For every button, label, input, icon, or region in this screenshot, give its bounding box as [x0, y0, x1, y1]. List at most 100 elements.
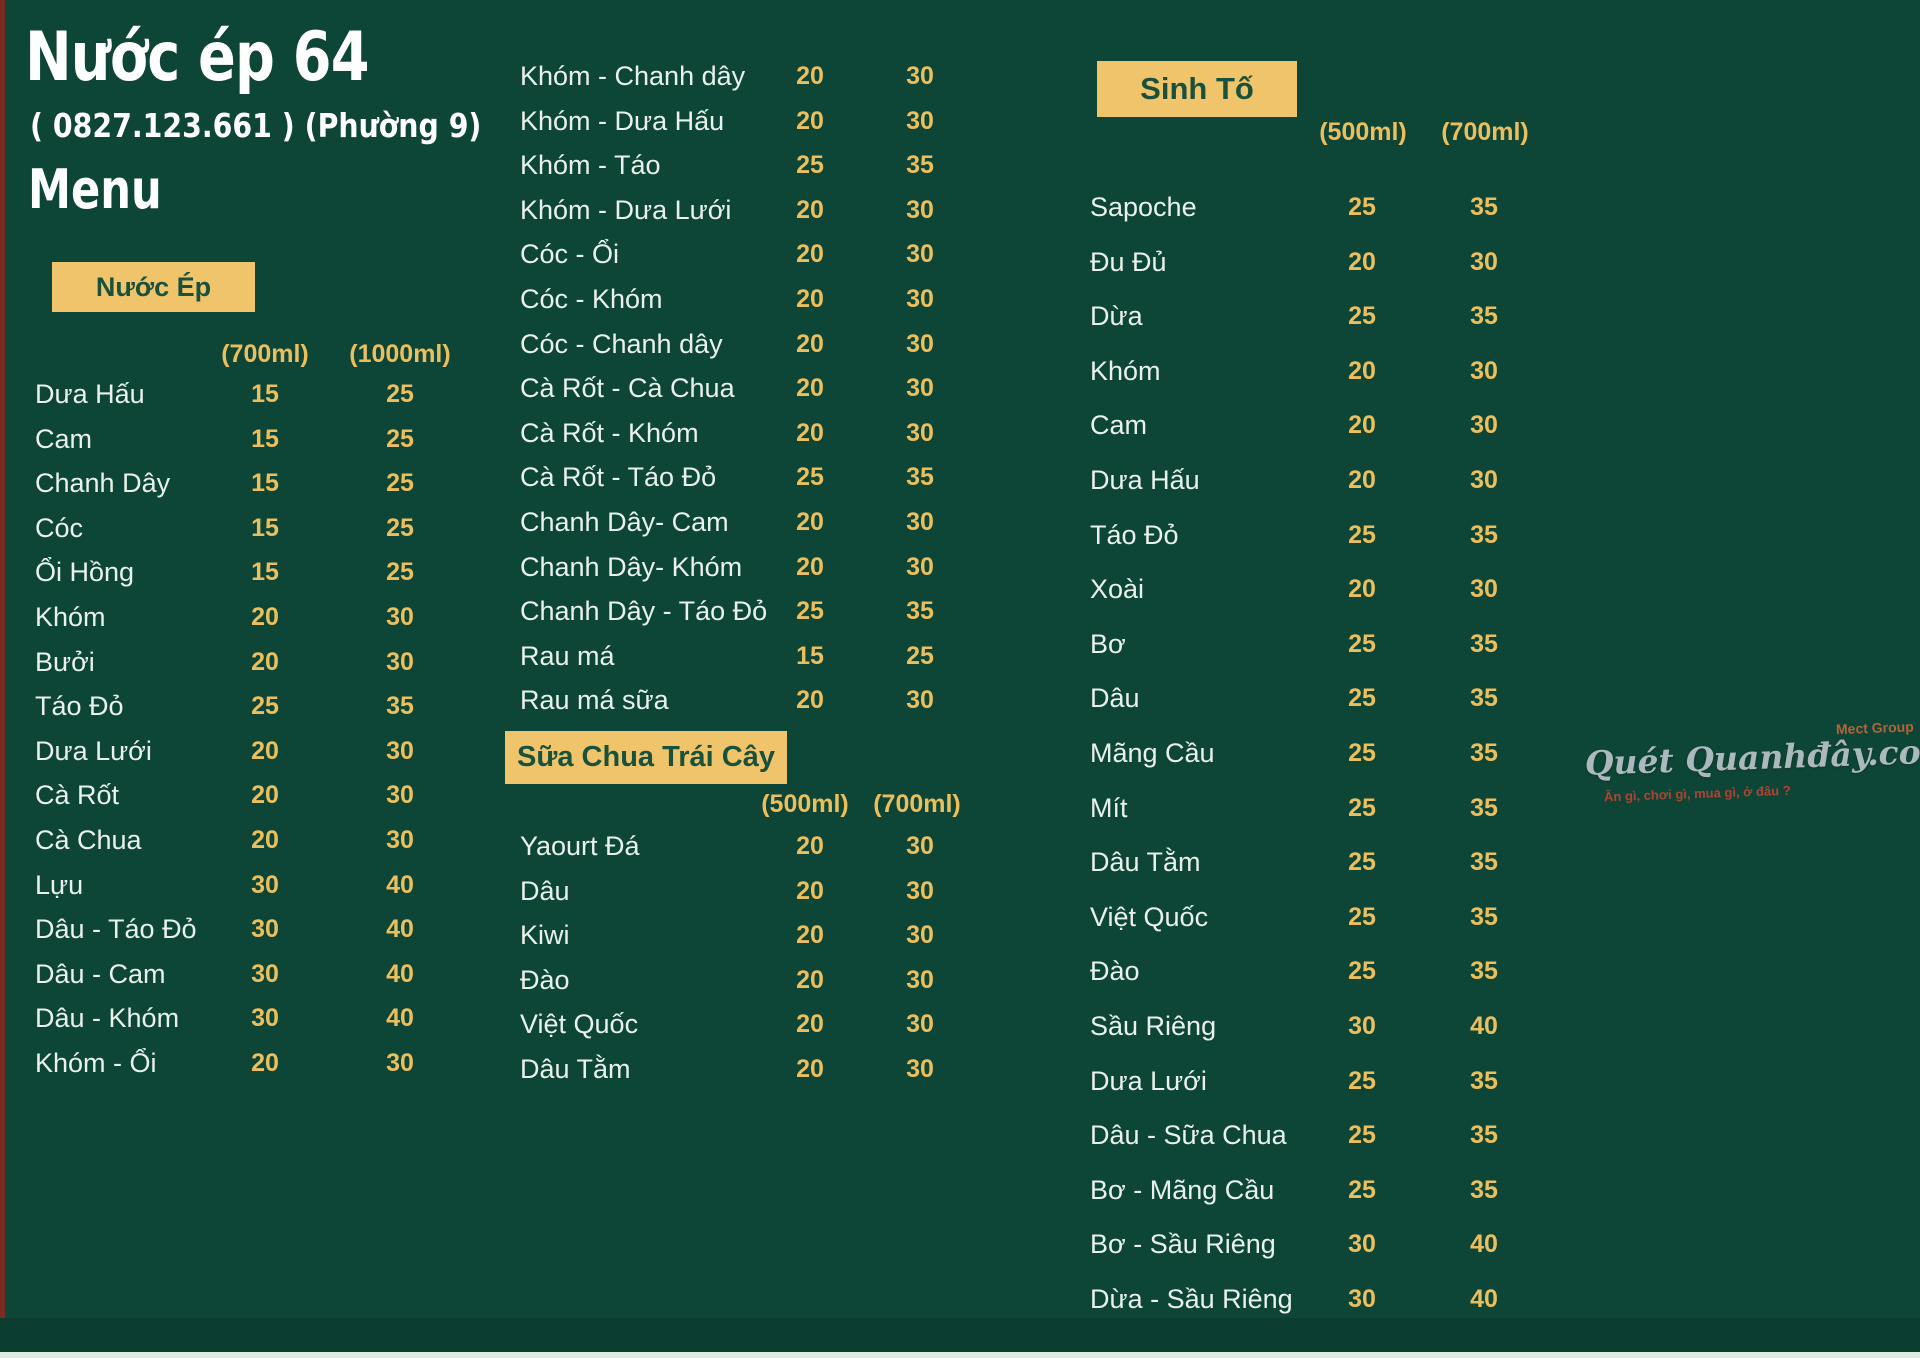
item-price-large-size: 30 — [906, 552, 934, 581]
item-price-small-size: 25 — [1348, 520, 1376, 549]
item-price-small-size: 30 — [1348, 1011, 1376, 1040]
item-price-large-size: 25 — [386, 469, 414, 498]
item-price-large-size: 35 — [1470, 738, 1498, 767]
item-price-small-size: 20 — [796, 62, 824, 90]
smoothie-list: Sapoche 25 35 Đu Đủ 20 30 Dừa 25 35 Khóm 20 30 Cam 20… — [1085, 180, 1535, 1326]
item-price-small-size: 20 — [1348, 575, 1376, 604]
menu-item-row: Dâu 20 30 — [505, 869, 975, 914]
item-price-small-size: 25 — [1348, 793, 1376, 822]
menu-item-row: Khóm 20 30 — [1085, 344, 1535, 399]
item-name: Chanh Dây- Cam — [520, 506, 729, 537]
item-price-large-size: 30 — [906, 1010, 934, 1039]
size-header-500ml: (500ml) — [761, 790, 849, 818]
menu-item-row: Cam 20 30 — [1085, 398, 1535, 453]
item-price-small-size: 25 — [1348, 302, 1376, 331]
item-name: Dừa - Sầu Riêng — [1090, 1283, 1293, 1314]
item-price-small-size: 25 — [1348, 957, 1376, 986]
menu-item-row: Cóc 15 25 — [35, 506, 465, 551]
item-name: Đào — [1090, 956, 1140, 987]
item-price-large-size: 25 — [386, 380, 414, 408]
item-price-small-size: 30 — [1348, 1284, 1376, 1313]
menu-item-row: Dưa Hấu 20 30 — [1085, 453, 1535, 508]
item-price-large-size: 30 — [1470, 411, 1498, 440]
item-price-large-size: 40 — [1470, 1011, 1498, 1040]
item-name: Cà Rốt - Táo Đỏ — [520, 462, 717, 493]
menu-item-row: Dưa Lưới 25 35 — [1085, 1054, 1535, 1109]
item-price-large-size: 35 — [1470, 302, 1498, 331]
menu-item-row: Đu Đủ 20 30 — [1085, 235, 1535, 290]
item-price-small-size: 25 — [1348, 1175, 1376, 1204]
item-name: Bơ — [1090, 628, 1126, 659]
item-price-large-size: 40 — [1470, 1284, 1498, 1313]
item-price-small-size: 25 — [796, 463, 824, 492]
item-price-large-size: 30 — [906, 195, 934, 224]
item-name: Dâu - Sữa Chua — [1090, 1120, 1287, 1151]
item-name: Dừa — [1090, 301, 1143, 332]
item-price-small-size: 20 — [251, 647, 279, 676]
item-name: Chanh Dây — [35, 468, 171, 499]
item-price-large-size: 30 — [906, 876, 934, 905]
item-price-large-size: 30 — [906, 240, 934, 269]
item-price-small-size: 30 — [251, 1004, 279, 1033]
item-name: Dưa Hấu — [35, 379, 145, 409]
item-name: Táo Đỏ — [35, 691, 124, 722]
item-name: Khóm — [1090, 355, 1161, 386]
item-price-large-size: 30 — [386, 736, 414, 765]
item-price-large-size: 35 — [1470, 520, 1498, 549]
menu-item-row: Sầu Riêng 30 40 — [1085, 999, 1535, 1054]
item-price-large-size: 35 — [906, 463, 934, 492]
item-price-small-size: 20 — [796, 106, 824, 135]
yogurt-list: Yaourt Đá 20 30 Dâu 20 30 Kiwi 20 30 Đào 20 30 Việt … — [505, 824, 975, 1092]
item-price-large-size: 25 — [386, 513, 414, 542]
menu-item-row: Chanh Dây 15 25 — [35, 461, 465, 506]
item-name: Mãng Cầu — [1090, 737, 1215, 768]
item-name: Dâu — [1090, 683, 1140, 714]
menu-item-row: Dâu - Táo Đỏ 30 40 — [35, 907, 465, 952]
item-price-large-size: 30 — [906, 284, 934, 313]
item-price-small-size: 20 — [796, 284, 824, 313]
section-badge-smoothie: Sinh Tố — [1097, 61, 1297, 117]
item-price-small-size: 20 — [796, 418, 824, 447]
item-price-large-size: 35 — [1470, 957, 1498, 986]
item-price-large-size: 25 — [386, 558, 414, 587]
size-header-700ml: (700ml) — [221, 340, 309, 368]
menu-item-row: Dâu - Cam 30 40 — [35, 952, 465, 997]
item-price-large-size: 30 — [386, 1048, 414, 1077]
item-price-small-size: 30 — [251, 959, 279, 988]
item-price-large-size: 35 — [906, 597, 934, 626]
item-price-small-size: 20 — [1348, 465, 1376, 494]
item-price-small-size: 25 — [1348, 1121, 1376, 1150]
menu-item-row: Cam 15 25 — [35, 417, 465, 462]
menu-item-row: Táo Đỏ 25 35 — [1085, 508, 1535, 563]
item-name: Ổi Hồng — [35, 557, 135, 588]
menu-item-row: Rau má sữa 20 30 — [505, 678, 975, 723]
item-name: Cóc - Khóm — [520, 283, 663, 314]
item-price-small-size: 25 — [796, 597, 824, 626]
watermark-brand-text: Quét Quanhđây.com — [1584, 731, 1920, 783]
item-price-small-size: 20 — [796, 240, 824, 269]
item-price-large-size: 30 — [906, 418, 934, 447]
item-name: Việt Quốc — [520, 1009, 639, 1040]
item-price-large-size: 30 — [386, 602, 414, 631]
item-price-small-size: 15 — [251, 380, 279, 408]
item-price-large-size: 30 — [906, 1054, 934, 1083]
item-price-large-size: 30 — [906, 329, 934, 358]
menu-heading: Menu — [28, 158, 162, 221]
item-price-large-size: 30 — [906, 686, 934, 715]
menu-item-row: Ổi Hồng 15 25 — [35, 550, 465, 595]
item-price-small-size: 15 — [251, 424, 279, 453]
item-name: Bơ - Sầu Riêng — [1090, 1229, 1276, 1260]
item-price-small-size: 25 — [1348, 1066, 1376, 1095]
item-price-large-size: 30 — [1470, 575, 1498, 604]
item-price-small-size: 20 — [796, 195, 824, 224]
item-name: Khóm - Ổi — [35, 1047, 157, 1078]
item-price-large-size: 30 — [906, 106, 934, 135]
item-price-large-size: 30 — [906, 62, 934, 90]
item-price-small-size: 20 — [251, 825, 279, 854]
item-price-small-size: 20 — [796, 374, 824, 403]
item-name: Bưởi — [35, 646, 95, 677]
item-price-small-size: 25 — [1348, 193, 1376, 221]
menu-item-row: Khóm - Chanh dây 20 30 — [505, 54, 975, 99]
item-name: Đào — [520, 964, 570, 995]
item-name: Cam — [35, 423, 93, 454]
